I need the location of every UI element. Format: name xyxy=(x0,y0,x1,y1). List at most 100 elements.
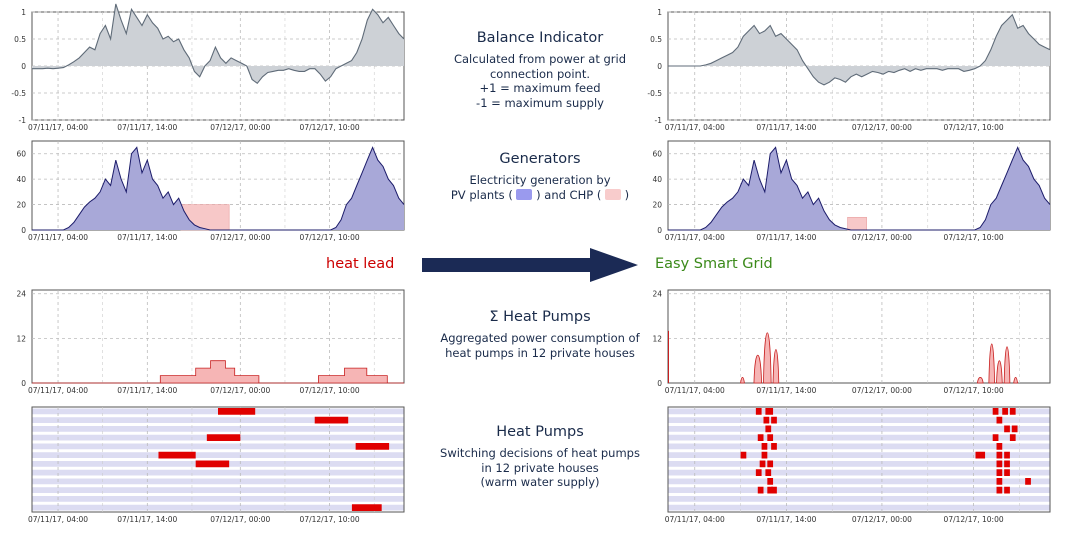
generators-desc-2c: ) xyxy=(624,187,630,202)
hp-left-switch-on xyxy=(195,460,230,468)
hp-right-switch-on xyxy=(996,416,1003,424)
hp-right-switch-on xyxy=(996,443,1003,450)
balance-right-ytick: -1 xyxy=(655,116,663,125)
hpsum-left-ytick: 24 xyxy=(16,290,26,299)
hp-sum-desc-1: Aggregated power consumption of xyxy=(440,331,640,345)
balance-left-line xyxy=(32,3,405,85)
balance-right-line xyxy=(668,13,1051,86)
generators-desc-2: PV plants ( ) and CHP ( ) xyxy=(420,188,660,203)
hpsum-right-peak xyxy=(763,332,772,384)
hp-description: Heat Pumps Switching decisions of heat p… xyxy=(420,424,660,490)
hp-left-xtick: 07/12/17, 00:00 xyxy=(210,515,270,524)
hpsum-left-area xyxy=(32,360,404,384)
balance-desc-3: +1 = maximum feed xyxy=(479,81,601,95)
hp-right-switch-on xyxy=(771,486,777,494)
hp-right-switch-on xyxy=(740,451,747,459)
hpsum-right-peak xyxy=(988,343,996,384)
hp-right-switch-on xyxy=(1025,478,1031,485)
hp-right-row xyxy=(668,496,1050,502)
hp-right-row xyxy=(668,452,1050,458)
balance-right-xtick: 07/11/17, 14:00 xyxy=(756,123,816,132)
gen-left-ytick: 60 xyxy=(16,150,26,159)
hp-desc-1: Switching decisions of heat pumps xyxy=(440,446,640,460)
gen-right-pv-line xyxy=(668,146,1051,231)
hpsum-right-xtick: 07/12/17, 00:00 xyxy=(852,386,912,395)
balance-right-xtick: 07/11/17, 04:00 xyxy=(665,123,725,132)
hp-right-switch-on xyxy=(1002,408,1008,415)
hp-right-row xyxy=(668,417,1050,423)
hp-right-switch-on xyxy=(1004,469,1010,476)
gen-left-pv-area xyxy=(32,147,404,230)
gen-left-ytick: 20 xyxy=(16,201,26,210)
hpsum-right-peak xyxy=(753,355,763,384)
balance-right-xtick: 07/12/17, 10:00 xyxy=(944,123,1004,132)
balance-desc-1: Calculated from power at grid xyxy=(453,52,627,66)
gen-right-pv-area xyxy=(668,147,1050,230)
hpsum-right-xtick: 07/12/17, 10:00 xyxy=(944,386,1004,395)
hp-left-switch-on xyxy=(218,408,256,415)
heat-lead-label: heat lead xyxy=(326,256,395,272)
hpsum-right-peak xyxy=(740,377,745,384)
hpsum-right-ytick: 0 xyxy=(657,379,662,388)
hp-right-switch-on xyxy=(996,469,1003,476)
hp-right-switch-on xyxy=(761,443,768,450)
gen-left-xtick: 07/11/17, 14:00 xyxy=(117,233,177,242)
hp-sum-description: Σ Heat Pumps Aggregated power consumptio… xyxy=(420,309,660,360)
hp-left-switch-on xyxy=(158,451,196,459)
balance-right-xtick: 07/12/17, 00:00 xyxy=(852,123,912,132)
hp-sum-desc-2: heat pumps in 12 private houses xyxy=(445,345,635,360)
hp-right-switch-on xyxy=(1004,460,1010,468)
hpsum-left-xtick: 07/12/17, 10:00 xyxy=(300,386,360,395)
gen-right-xtick: 07/12/17, 00:00 xyxy=(852,233,912,242)
hp-right-switch-on xyxy=(765,408,774,415)
hp-desc-2: in 12 private houses xyxy=(481,460,599,475)
hp-right-switch-on xyxy=(767,486,774,494)
hp-right-xtick: 07/11/17, 14:00 xyxy=(756,515,816,524)
hp-right-switch-on xyxy=(755,469,762,476)
hp-right-switch-on xyxy=(771,416,777,424)
hpsum-right-ytick: 24 xyxy=(652,290,662,299)
hp-right-row xyxy=(668,461,1050,467)
pv-swatch xyxy=(516,188,533,200)
balance-desc-4: -1 = maximum supply xyxy=(476,95,604,110)
hp-left-row xyxy=(32,487,404,493)
hp-left-xtick: 07/11/17, 14:00 xyxy=(117,515,177,524)
hpsum-left-ytick: 12 xyxy=(16,334,26,343)
gen-left-ytick: 0 xyxy=(21,226,26,235)
hp-right-switch-on xyxy=(1004,451,1010,459)
chp-swatch xyxy=(604,188,621,200)
hpsum-left-xtick: 07/11/17, 14:00 xyxy=(117,386,177,395)
hp-left-switch-on xyxy=(314,416,349,424)
gen-right-ytick: 20 xyxy=(652,201,662,210)
gen-right-ytick: 60 xyxy=(652,150,662,159)
generators-desc-1: Electricity generation by xyxy=(469,173,611,187)
hp-right-switch-on xyxy=(1009,408,1016,415)
hp-right-switch-on xyxy=(992,434,999,441)
gen-right-ytick: 40 xyxy=(652,175,662,184)
hp-left-frame xyxy=(31,406,405,513)
generators-title: Generators xyxy=(499,151,581,167)
balance-left-ytick: -1 xyxy=(19,116,27,125)
hp-right-frame xyxy=(667,406,1051,513)
hp-left-row xyxy=(32,426,404,432)
hpsum-right-peak xyxy=(976,377,984,384)
balance-left-ytick: 0 xyxy=(21,62,26,71)
hp-right-switch-on xyxy=(757,434,764,441)
hp-left-xtick: 07/12/17, 10:00 xyxy=(300,515,360,524)
balance-left-xtick: 07/11/17, 04:00 xyxy=(28,123,88,132)
hp-right-switch-on xyxy=(765,469,772,476)
balance-right-area xyxy=(668,14,1050,85)
hp-right-switch-on xyxy=(765,425,772,433)
balance-title: Balance Indicator xyxy=(476,30,604,46)
hp-left-switch-on xyxy=(351,504,382,511)
hpsum-right-peak xyxy=(1013,377,1018,384)
generators-description: Generators Electricity generation by PV … xyxy=(420,151,660,202)
balance-description: Balance Indicator Calculated from power … xyxy=(420,30,660,110)
generators-desc-2b: ) and CHP ( xyxy=(536,187,602,202)
hpsum-right-xtick: 07/11/17, 14:00 xyxy=(756,386,816,395)
balance-left-xtick: 07/12/17, 00:00 xyxy=(210,123,270,132)
arrow-icon xyxy=(422,248,638,282)
hp-right-switch-on xyxy=(757,486,764,494)
balance-right-ytick: 1 xyxy=(657,8,662,17)
generators-desc-2a: PV plants ( xyxy=(450,187,513,202)
